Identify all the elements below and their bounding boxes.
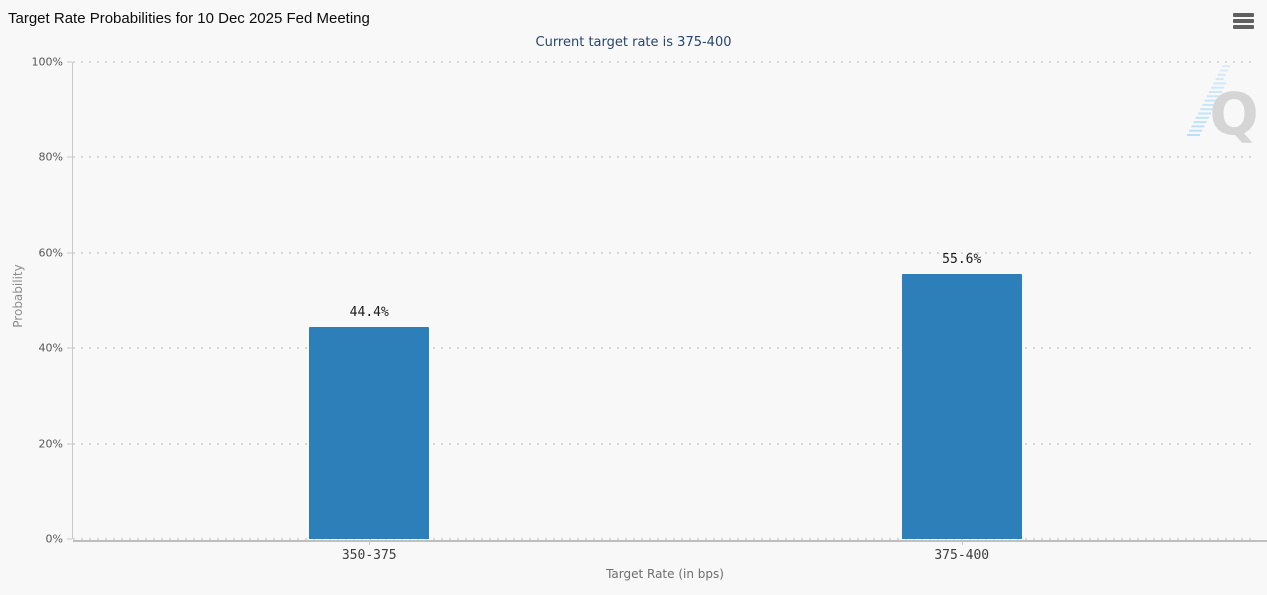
gridline-40 <box>73 347 1252 350</box>
chart-context-menu-button[interactable] <box>1229 8 1257 34</box>
bar-value-label: 44.4% <box>349 305 389 321</box>
y-tick-label: 60% <box>38 246 63 260</box>
y-tick-label: 40% <box>38 341 63 355</box>
chart-title: Target Rate Probabilities for 10 Dec 202… <box>8 10 370 27</box>
x-category-label: 375-400 <box>934 548 990 563</box>
y-axis-tick-60 <box>67 252 72 254</box>
gridline-60 <box>73 251 1252 254</box>
y-axis-tick-0 <box>67 538 72 540</box>
x-axis-tick <box>961 540 963 545</box>
gridline-100 <box>73 61 1252 63</box>
x-category-label: 350-375 <box>341 548 397 563</box>
y-tick-label: 0% <box>45 532 63 546</box>
gridline-80 <box>73 156 1252 159</box>
y-axis-tick-40 <box>67 347 72 349</box>
y-axis-tick-100 <box>67 61 72 63</box>
x-axis-title: Target Rate (in bps) <box>606 567 724 581</box>
bar-350-375[interactable] <box>309 327 430 539</box>
y-axis-title: Probability <box>11 264 25 328</box>
chart-subtitle: Current target rate is 375-400 <box>535 35 732 50</box>
x-axis-line <box>73 540 1267 542</box>
bar-value-label: 55.6% <box>942 251 982 267</box>
gridline-0 <box>73 538 1252 540</box>
plot-area: 0% 20% 40% 60% 80% 100% 44.4% 350-375 55.6% 375-4… <box>32 56 1267 563</box>
y-axis-tick-20 <box>67 443 72 445</box>
gridline-20 <box>73 442 1252 445</box>
y-axis-tick-80 <box>67 156 72 158</box>
y-tick-label: 100% <box>31 55 63 69</box>
hamburger-icon <box>1232 13 1254 29</box>
y-tick-label: 80% <box>38 150 63 164</box>
x-axis-tick <box>369 540 371 545</box>
bar-375-400[interactable] <box>901 273 1022 539</box>
y-tick-label: 20% <box>38 437 63 451</box>
